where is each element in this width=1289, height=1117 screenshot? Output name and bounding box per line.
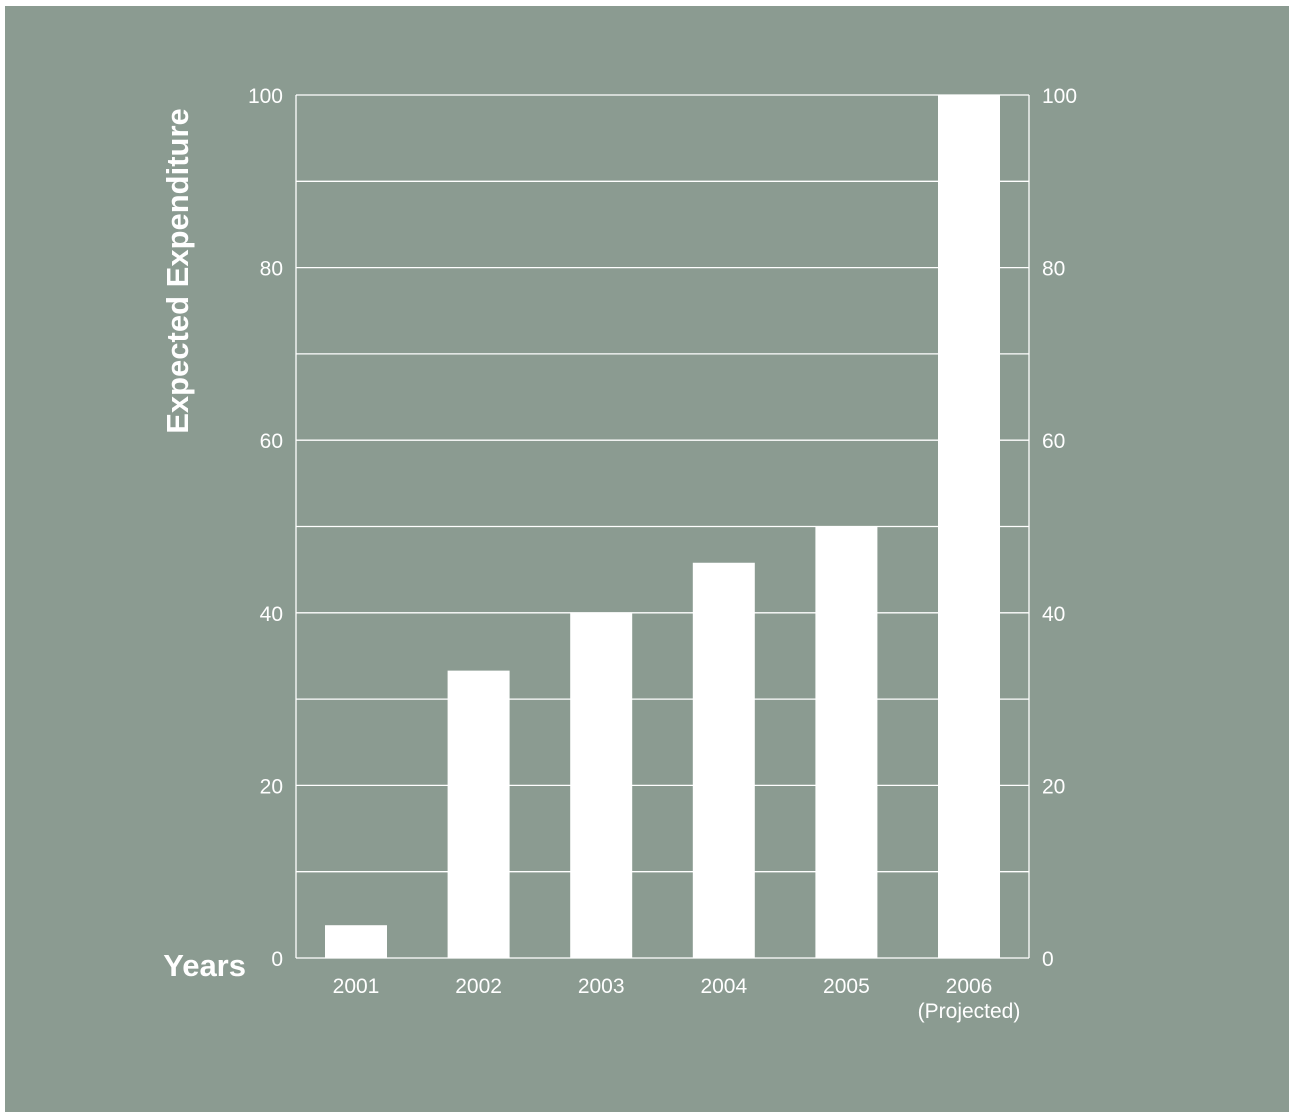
y-tick-label-right: 0 bbox=[1042, 948, 1054, 971]
bar-2002 bbox=[447, 670, 510, 958]
y-axis-title: Expected Expenditure bbox=[160, 108, 195, 434]
bar-2003 bbox=[570, 612, 633, 958]
bar-2006 bbox=[938, 95, 1000, 958]
tick-labels: 2001 2002 2003 2004 2005 2006(Projected) 0 0 20 2… bbox=[248, 85, 1077, 1023]
bars bbox=[325, 95, 1000, 958]
y-tick-label-right: 100 bbox=[1042, 85, 1077, 108]
bar-2005 bbox=[815, 526, 878, 958]
x-tick-label: 2005 bbox=[823, 975, 870, 998]
x-axis-title: Years bbox=[163, 948, 246, 983]
y-tick-label-left: 20 bbox=[260, 775, 283, 798]
y-tick-label-right: 60 bbox=[1042, 430, 1065, 453]
bar-2001 bbox=[325, 925, 387, 958]
x-tick-label: 2002 bbox=[455, 975, 502, 998]
x-tick-label: 2001 bbox=[333, 975, 380, 998]
y-tick-label-left: 0 bbox=[271, 948, 283, 971]
y-tick-label-right: 80 bbox=[1042, 258, 1065, 281]
y-tick-label-right: 20 bbox=[1042, 775, 1065, 798]
x-tick-label: 2003 bbox=[578, 975, 625, 998]
x-tick-label: 2006 bbox=[946, 975, 993, 998]
chart-background-panel bbox=[5, 6, 1289, 1112]
y-tick-label-left: 100 bbox=[248, 85, 283, 108]
y-tick-label-right: 40 bbox=[1042, 603, 1065, 626]
bar-2004 bbox=[692, 562, 755, 958]
y-tick-label-left: 60 bbox=[260, 430, 283, 453]
x-tick-label: 2004 bbox=[700, 975, 747, 998]
y-tick-label-left: 40 bbox=[260, 603, 283, 626]
y-tick-label-left: 80 bbox=[260, 258, 283, 281]
gridlines bbox=[295, 94, 1030, 959]
x-tick-sublabel: (Projected) bbox=[918, 1000, 1021, 1023]
